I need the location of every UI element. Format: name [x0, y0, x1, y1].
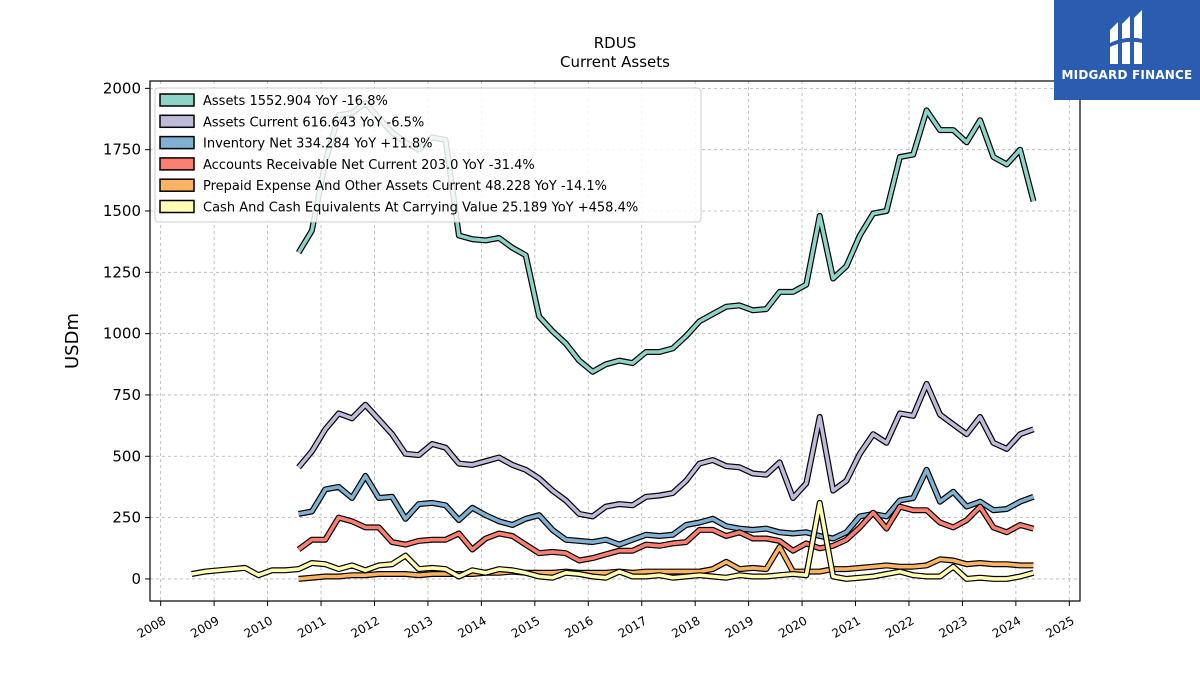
legend: Assets 1552.904 YoY -16.8% Assets Current…	[154, 87, 702, 223]
legend-entry: Accounts Receivable Net Current 203.0 Yo…	[203, 158, 535, 173]
y-tick-label: 750	[112, 386, 141, 404]
legend-swatch	[159, 135, 195, 150]
y-axis-label: USDm	[62, 313, 83, 369]
legend-entry: Assets Current 616.643 YoY -6.5%	[203, 115, 424, 130]
series-line	[297, 504, 1034, 563]
y-tick-label: 1000	[103, 325, 141, 343]
legend-swatch	[159, 114, 195, 129]
chart-title: RDUS	[594, 34, 636, 52]
y-tick-label: 2000	[103, 79, 141, 97]
legend-swatch	[159, 93, 195, 107]
y-tick-label: 1250	[103, 263, 141, 281]
brand-badge: MIDGARD FINANCE	[1054, 0, 1200, 100]
y-tick-label: 1750	[103, 141, 141, 159]
legend-entry: Cash And Cash Equivalents At Carrying Va…	[203, 201, 638, 216]
series-line	[298, 467, 1035, 547]
legend-box	[154, 87, 702, 223]
y-axis-ticks: 0 250 500 750 1000 1250 1500 1750 2000	[103, 79, 150, 588]
y-tick-label: 0	[131, 570, 141, 588]
legend-entry: Prepaid Expense And Other Assets Current…	[203, 179, 607, 194]
series-line	[297, 382, 1035, 519]
chart-subtitle: Current Assets	[560, 53, 670, 71]
brand-name: MIDGARD FINANCE	[1061, 68, 1193, 82]
midgard-logo-icon	[1108, 10, 1146, 64]
legend-entry: Assets 1552.904 YoY -16.8%	[203, 94, 388, 109]
plot-frame	[149, 80, 1081, 602]
series-line	[191, 501, 1034, 581]
y-tick-label: 250	[112, 509, 141, 527]
y-tick-label: 500	[112, 447, 141, 465]
y-tick-label: 1500	[103, 202, 141, 220]
legend-swatch	[159, 199, 195, 214]
series-line	[298, 545, 1034, 581]
legend-entry: Inventory Net 334.284 YoY +11.8%	[203, 137, 433, 152]
legend-swatch	[159, 178, 195, 192]
legend-swatch	[159, 157, 195, 171]
